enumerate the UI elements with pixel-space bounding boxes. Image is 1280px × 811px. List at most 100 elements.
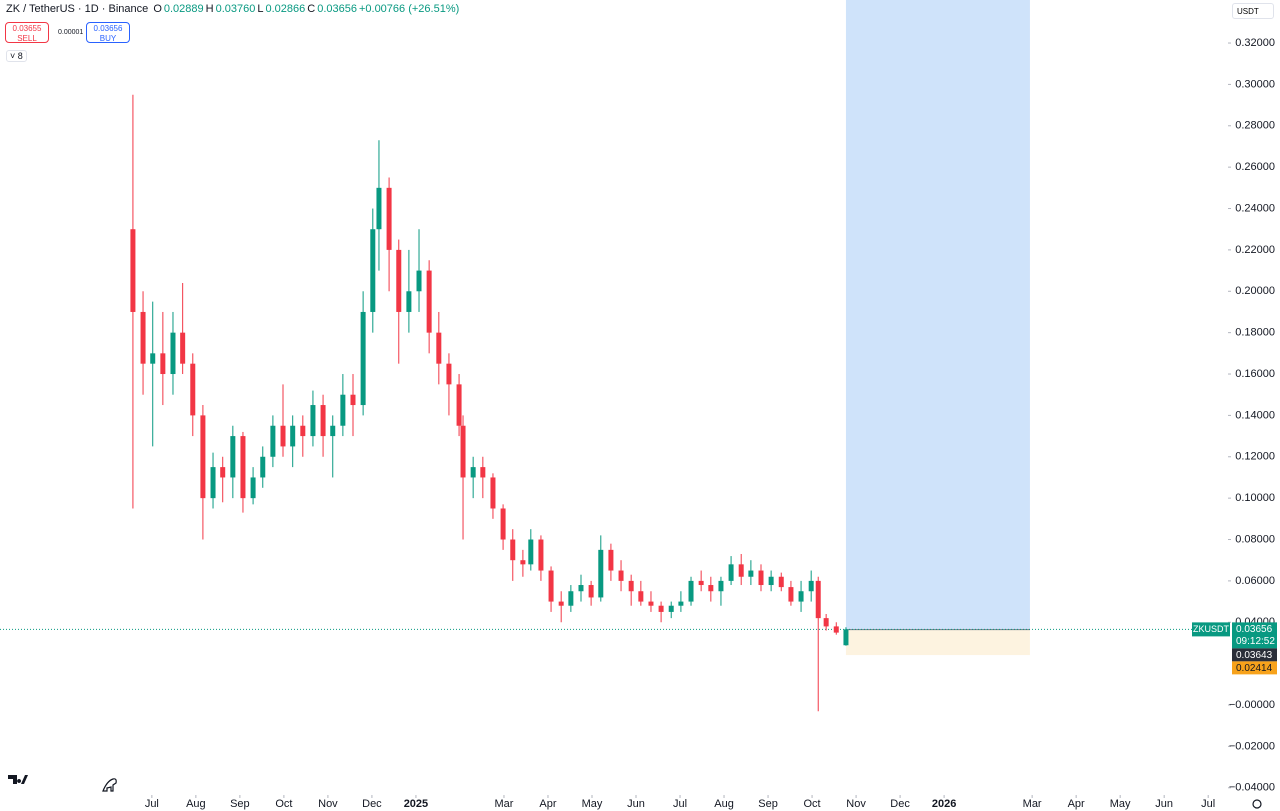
symbol[interactable]: ZK / TetherUS · 1D · Binance <box>6 3 149 15</box>
candle-body <box>320 405 326 437</box>
ohlc-item: L <box>257 3 264 15</box>
tv-logo[interactable] <box>8 775 28 784</box>
currency: USDT <box>1237 7 1259 16</box>
candle-body <box>160 353 166 375</box>
last-price-label: 0.03656 <box>1236 624 1273 635</box>
x-tick-label: Apr <box>1068 798 1085 810</box>
y-tick-label: −0.04000 <box>1229 782 1275 794</box>
settings-icon[interactable] <box>1252 799 1262 809</box>
y-tick-label: 0.30000 <box>1235 78 1275 90</box>
buy-button[interactable]: 0.03656 BUY <box>86 22 130 43</box>
x-tick-label: Nov <box>318 798 338 810</box>
last-price-tag <box>1232 622 1277 649</box>
y-tick-label: 0.12000 <box>1235 451 1275 463</box>
candle-body <box>598 549 604 598</box>
indicators-toggle[interactable]: ˅ 8 <box>6 50 27 62</box>
x-tick-label: Dec <box>362 798 382 810</box>
x-tick-label: Nov <box>846 798 866 810</box>
y-tick-label: 0.16000 <box>1235 368 1275 380</box>
y-tick-label: 0.32000 <box>1235 37 1275 49</box>
ohlc-item: C <box>307 3 316 15</box>
x-tick-label: 2025 <box>404 798 428 810</box>
candle-body <box>758 570 764 586</box>
x-tick-label: Apr <box>539 798 556 810</box>
sell-button[interactable]: 0.03655 SELL <box>5 22 49 43</box>
candle-body <box>548 570 554 602</box>
candle-body <box>500 508 506 540</box>
x-tick-label: Mar <box>1023 798 1042 810</box>
ohlc-item: 0.03656 <box>317 3 357 15</box>
x-tick-label: Oct <box>275 798 292 810</box>
candle-body <box>648 601 654 606</box>
stop-tag <box>1232 661 1277 675</box>
buy-price: 0.03656 <box>93 24 123 33</box>
replay-icon[interactable] <box>102 778 117 792</box>
candle-body <box>396 249 402 312</box>
ohlc-item: +0.00766 (+26.51%) <box>358 3 460 15</box>
stop-label: 0.02414 <box>1236 663 1273 674</box>
candle-body <box>738 564 744 577</box>
symbol-tag <box>1192 622 1230 637</box>
x-tick-label: May <box>582 798 603 810</box>
candle-body <box>406 291 412 312</box>
x-tick-label: Jul <box>1201 798 1215 810</box>
y-tick-label: 0.20000 <box>1235 285 1275 297</box>
candle-body <box>250 477 256 499</box>
candle-body <box>568 591 574 606</box>
candle-body <box>260 456 266 478</box>
x-tick-label: Jul <box>673 798 687 810</box>
candle-body <box>628 580 634 592</box>
candle-body <box>678 601 684 606</box>
candle-body <box>340 394 346 426</box>
candle-body <box>698 580 704 586</box>
sell-price: 0.03655 <box>12 24 42 33</box>
candle-body <box>230 436 236 478</box>
candle-body <box>350 394 356 406</box>
candle-body <box>470 467 476 478</box>
x-tick-label: Oct <box>804 798 821 810</box>
candle-body <box>210 467 216 499</box>
indicator-count: 8 <box>17 51 23 61</box>
spread: 0.00001 <box>58 29 84 36</box>
candle-body <box>658 605 664 612</box>
x-tick-label: Jul <box>145 798 159 810</box>
candle-body <box>688 580 694 602</box>
y-tick-label: 0.24000 <box>1235 202 1275 214</box>
y-tick-label: −0.00000 <box>1229 699 1275 711</box>
ohlc-item: O <box>153 3 162 15</box>
x-tick-label: 2026 <box>932 798 956 810</box>
x-tick-label: Sep <box>758 798 778 810</box>
candle-body <box>360 311 366 406</box>
candle-body <box>140 311 146 364</box>
candle-body <box>270 425 276 457</box>
candle-body <box>718 580 724 592</box>
candle-body <box>310 405 316 437</box>
x-tick-label: Sep <box>230 798 250 810</box>
y-tick-label: 0.22000 <box>1235 244 1275 256</box>
y-tick-label: 0.26000 <box>1235 161 1275 173</box>
ohlc: O 0.02889 H 0.03760 L 0.02866 C 0.03656 +0.00766… <box>153 3 461 15</box>
candle-body <box>843 629 849 646</box>
candle-body <box>240 436 246 499</box>
x-tick-label: Aug <box>186 798 206 810</box>
x-tick-label: Jun <box>627 798 645 810</box>
y-tick-label: −0.02000 <box>1229 740 1275 752</box>
countdown: 09:12:52 <box>1236 636 1275 647</box>
sell-label: SELL <box>17 34 37 43</box>
candle-body <box>330 425 336 437</box>
candle-body <box>386 187 392 250</box>
x-tick-label: Jun <box>1155 798 1173 810</box>
candle-body <box>200 415 206 499</box>
candle-body <box>150 353 156 364</box>
currency-select[interactable]: USDT <box>1232 3 1274 19</box>
ohlc-item: 0.02889 <box>163 3 204 15</box>
candle-body <box>778 576 784 588</box>
candle-body <box>788 587 794 602</box>
candle-body <box>130 229 136 312</box>
candle-body <box>456 384 462 426</box>
x-tick-label: May <box>1110 798 1131 810</box>
candle-body <box>180 332 186 364</box>
ohlc-item: H <box>205 3 214 15</box>
